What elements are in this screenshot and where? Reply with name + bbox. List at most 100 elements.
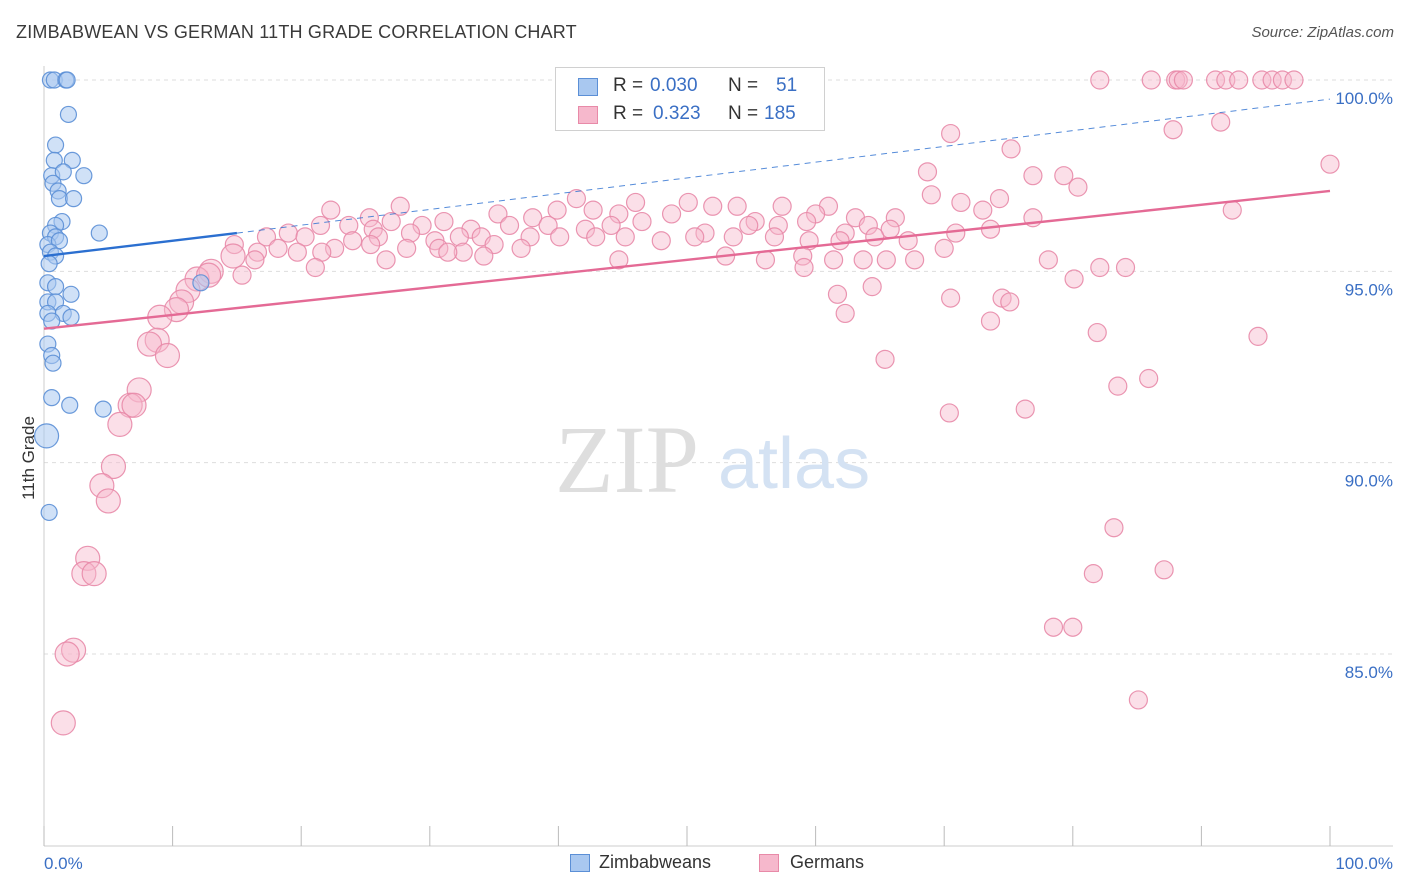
german-point	[980, 311, 1001, 331]
legend-r-label: R =	[613, 75, 644, 96]
german-point	[232, 265, 252, 285]
german-point	[75, 545, 101, 571]
german-point	[685, 227, 705, 247]
german-point	[951, 192, 971, 213]
zimbabwean-point	[59, 105, 78, 124]
german-point	[905, 250, 925, 270]
german-point	[739, 215, 759, 236]
german-point	[835, 303, 855, 324]
german-point	[1211, 112, 1231, 132]
german-point	[939, 403, 959, 423]
german-point	[547, 200, 567, 220]
legend-swatch-blue	[578, 78, 598, 96]
legend-row-germans: R = 0.323 N = 185	[556, 102, 824, 130]
german-point	[1141, 70, 1161, 90]
watermark-zip: ZIP	[555, 406, 699, 513]
german-point	[278, 223, 298, 243]
german-point	[295, 227, 315, 247]
y-axis-label: 11th Grade	[19, 416, 38, 500]
zimbabwean-point	[46, 278, 65, 296]
legend-row-zimbabweans: R = 0.030 N = 51	[556, 74, 824, 102]
legend-r-value: 0.323	[653, 103, 701, 124]
german-point	[1043, 617, 1064, 637]
german-point	[601, 215, 621, 236]
german-point	[625, 192, 646, 213]
legend-n-label: N =	[728, 75, 759, 96]
german-point	[438, 242, 458, 262]
german-point	[339, 215, 359, 236]
german-point	[865, 227, 885, 247]
german-point	[768, 215, 788, 236]
german-point	[727, 196, 747, 216]
trend-lines	[43, 98, 1331, 330]
german-point	[412, 215, 432, 236]
german-point	[461, 219, 481, 239]
german-point	[794, 257, 814, 278]
german-point	[615, 227, 635, 247]
german-point	[268, 238, 288, 258]
legend-swatch-pink	[578, 106, 598, 124]
zimbabwean-point	[94, 400, 112, 418]
german-point	[434, 211, 454, 232]
german-point	[1128, 690, 1148, 710]
german-point	[885, 208, 905, 228]
german-point	[678, 192, 698, 213]
zimbabwean-point	[62, 285, 80, 303]
legend-r-value: 0.030	[650, 75, 698, 96]
german-point	[651, 231, 671, 251]
zimbabwean-point	[43, 389, 61, 407]
german-point	[858, 215, 878, 236]
german-point	[121, 392, 147, 418]
german-point	[523, 208, 543, 228]
legend-n-value: 51	[776, 75, 798, 96]
zimbabwean-point	[90, 224, 108, 242]
german-point	[764, 227, 785, 247]
german-point	[107, 411, 133, 437]
zimbabwean-point	[192, 274, 210, 292]
german-point	[343, 231, 363, 251]
legend-n-value: 185	[764, 103, 796, 124]
german-point	[1054, 166, 1074, 186]
german-point	[941, 288, 961, 308]
german-point	[1104, 518, 1124, 538]
german-point	[796, 211, 817, 232]
german-point	[827, 284, 848, 304]
german-point	[220, 243, 246, 269]
germans-points	[50, 70, 1340, 736]
german-point	[853, 250, 873, 270]
german-point	[989, 189, 1010, 209]
german-point	[1320, 154, 1340, 174]
stats-legend: R = 0.030 N = 51 R = 0.323 N = 185	[555, 67, 825, 131]
german-point	[400, 223, 421, 243]
german-point	[1038, 250, 1058, 270]
german-point	[100, 453, 127, 480]
german-point	[1090, 70, 1110, 90]
german-point	[632, 211, 652, 232]
german-point	[310, 215, 331, 236]
german-point	[1068, 177, 1088, 197]
german-point	[1063, 617, 1083, 637]
german-point	[723, 227, 743, 247]
watermark-atlas: atlas	[718, 424, 870, 504]
german-point	[876, 250, 896, 270]
german-point	[488, 204, 508, 224]
german-point	[1108, 376, 1128, 396]
german-point	[609, 204, 629, 224]
legend-swatch-pink	[759, 854, 779, 872]
german-point	[245, 250, 265, 270]
y-tick-label: 90.0%	[1345, 472, 1393, 491]
german-point	[1252, 70, 1272, 90]
legend-swatch-blue	[570, 854, 590, 872]
zimbabwean-point	[58, 71, 76, 89]
german-point	[1000, 292, 1020, 312]
german-point	[499, 215, 520, 236]
german-point	[390, 196, 410, 216]
german-point	[89, 473, 115, 499]
german-point	[875, 349, 895, 369]
legend-label-zimbabweans: Zimbabweans	[599, 852, 712, 872]
zimbabwean-point	[33, 423, 60, 449]
zimbabwean-trend-line	[43, 231, 238, 258]
german-point	[1023, 166, 1043, 186]
german-point	[1064, 269, 1084, 289]
